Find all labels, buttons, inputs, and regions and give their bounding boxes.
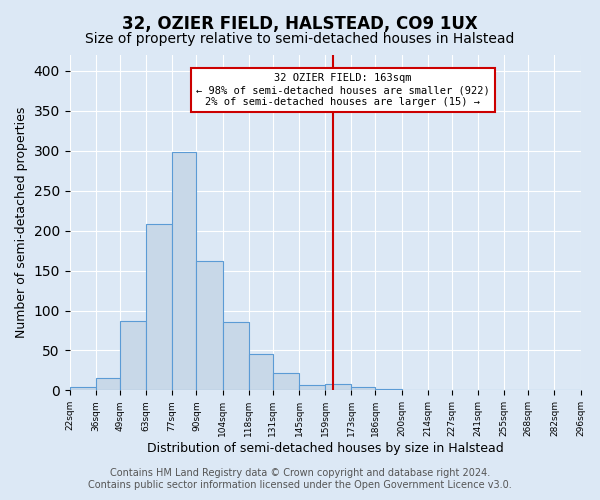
Text: Size of property relative to semi-detached houses in Halstead: Size of property relative to semi-detach… xyxy=(85,32,515,46)
Bar xyxy=(273,373,299,390)
X-axis label: Distribution of semi-detached houses by size in Halstead: Distribution of semi-detached houses by … xyxy=(147,442,503,455)
Bar xyxy=(223,322,248,390)
Bar xyxy=(325,384,351,390)
Bar xyxy=(120,321,146,390)
Bar xyxy=(248,354,273,390)
Bar xyxy=(376,389,401,390)
Bar xyxy=(96,378,120,390)
Bar xyxy=(351,387,376,390)
Bar xyxy=(70,387,96,390)
Text: 32 OZIER FIELD: 163sqm
← 98% of semi-detached houses are smaller (922)
2% of sem: 32 OZIER FIELD: 163sqm ← 98% of semi-det… xyxy=(196,74,490,106)
Bar xyxy=(146,224,172,390)
Text: Contains HM Land Registry data © Crown copyright and database right 2024.
Contai: Contains HM Land Registry data © Crown c… xyxy=(88,468,512,490)
Y-axis label: Number of semi-detached properties: Number of semi-detached properties xyxy=(15,107,28,338)
Bar xyxy=(196,261,223,390)
Bar xyxy=(299,385,325,390)
Text: 32, OZIER FIELD, HALSTEAD, CO9 1UX: 32, OZIER FIELD, HALSTEAD, CO9 1UX xyxy=(122,15,478,33)
Bar xyxy=(172,152,196,390)
